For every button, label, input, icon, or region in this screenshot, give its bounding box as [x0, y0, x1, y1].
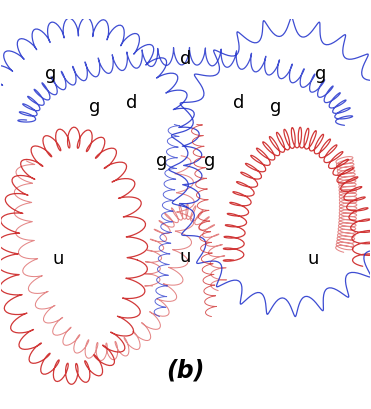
Text: g: g [270, 98, 282, 116]
Text: g: g [45, 65, 56, 83]
Text: d: d [233, 94, 245, 112]
Text: g: g [315, 65, 326, 83]
Text: (b): (b) [166, 357, 205, 382]
Text: g: g [156, 151, 167, 169]
Text: g: g [89, 98, 101, 116]
Text: d: d [126, 94, 138, 112]
Text: u: u [180, 247, 191, 265]
Text: d: d [180, 50, 191, 68]
Text: u: u [52, 249, 64, 267]
Text: u: u [307, 249, 319, 267]
Text: g: g [204, 151, 215, 169]
